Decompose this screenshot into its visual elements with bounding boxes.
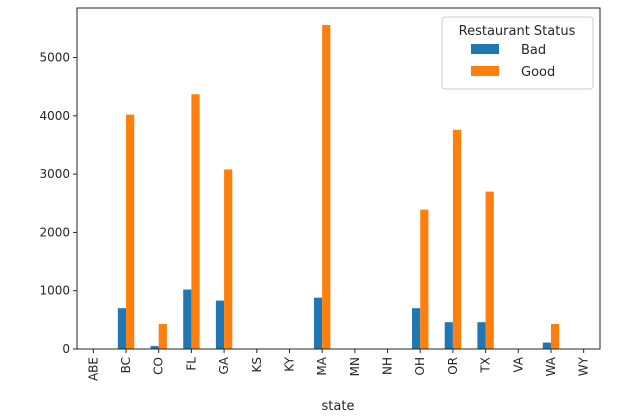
y-tick-label: 2000	[39, 225, 70, 239]
x-tick-label-nh: NH	[381, 357, 395, 375]
bar-bad-tx	[477, 322, 486, 349]
legend-label-good: Good	[521, 65, 555, 80]
legend: Restaurant Status Bad Good	[441, 16, 594, 90]
bar-good-ma	[322, 24, 331, 350]
bar-good-bc	[126, 114, 135, 349]
y-axis: 0 1000 2000 3000 4000 5000	[39, 51, 77, 356]
y-tick-label: 5000	[39, 51, 70, 65]
legend-label-bad: Bad	[521, 43, 546, 58]
x-tick-label-ma: MA	[315, 356, 329, 375]
bar-good-co	[158, 323, 167, 349]
x-tick-label-ks: KS	[250, 357, 264, 373]
x-axis: ABE BC CO FL GA KS KY MA MN NH OH OR TX VA WA WY	[86, 349, 591, 381]
x-tick-label-abe: ABE	[86, 357, 100, 381]
y-tick-label: 3000	[39, 167, 70, 181]
bars-layer	[117, 24, 560, 350]
x-tick-label-wa: WA	[544, 356, 558, 376]
x-tick-label-mn: MN	[348, 357, 362, 376]
x-tick-label-fl: FL	[184, 357, 198, 371]
bar-bad-oh	[412, 308, 421, 349]
bar-good-wa	[550, 323, 560, 349]
bar-bad-fl	[183, 289, 192, 349]
x-tick-label-or: OR	[446, 357, 460, 375]
legend-swatch-good	[471, 66, 499, 76]
y-tick-label: 0	[62, 342, 70, 356]
legend-title: Restaurant Status	[459, 24, 576, 39]
x-tick-label-ky: KY	[282, 356, 296, 371]
bar-good-ga	[224, 169, 233, 349]
legend-items: Bad Good	[471, 43, 555, 80]
bar-good-tx	[485, 191, 494, 349]
y-tick-label: 1000	[39, 284, 70, 298]
x-tick-label-va: VA	[511, 356, 525, 372]
bar-bad-ga	[215, 300, 225, 349]
bar-good-or	[452, 129, 462, 349]
bar-bad-bc	[117, 308, 127, 349]
x-tick-label-wy: WY	[577, 356, 591, 376]
bar-bad-co	[150, 346, 159, 349]
x-axis-title: state	[322, 399, 355, 414]
x-tick-label-tx: TX	[479, 357, 493, 374]
legend-swatch-bad	[471, 44, 499, 54]
bar-good-oh	[420, 209, 429, 349]
bar-bad-wa	[542, 342, 551, 349]
x-tick-label-ga: GA	[217, 356, 231, 374]
bar-good-fl	[191, 94, 200, 350]
x-tick-label-bc: BC	[119, 357, 133, 373]
bar-bad-ma	[313, 297, 323, 349]
x-tick-label-co: CO	[152, 357, 166, 375]
plot-frame	[76, 7, 601, 350]
x-tick-label-oh: OH	[413, 357, 427, 375]
y-tick-label: 4000	[39, 109, 70, 123]
bar-bad-or	[444, 322, 453, 349]
